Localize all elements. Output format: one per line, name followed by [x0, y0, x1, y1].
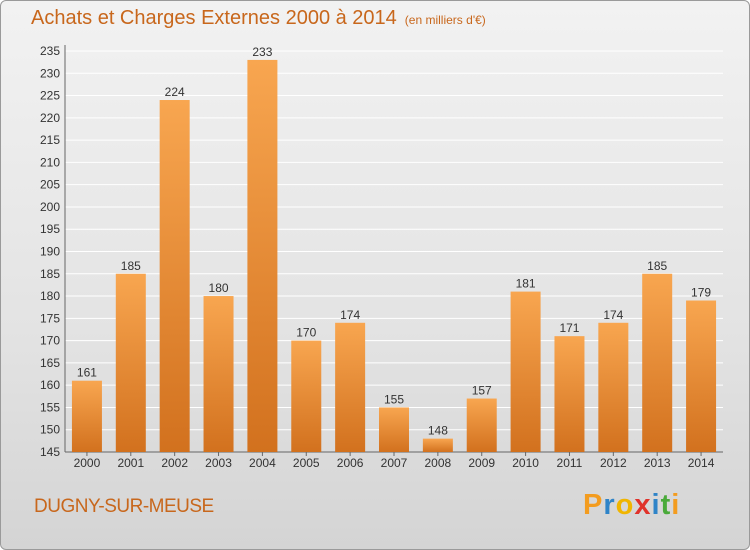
- logo-letter: P: [583, 489, 604, 521]
- bar: [203, 296, 234, 452]
- y-tick-label: 210: [40, 155, 60, 169]
- y-tick-label: 225: [40, 89, 60, 103]
- data-label: 233: [252, 45, 272, 59]
- bar: [598, 322, 629, 452]
- y-tick-label: 170: [40, 334, 60, 348]
- y-tick-label: 230: [40, 66, 60, 80]
- y-tick-label: 195: [40, 222, 60, 236]
- x-tick-label: 2009: [468, 456, 495, 470]
- data-label: 161: [77, 366, 97, 380]
- x-tick-label: 2013: [644, 456, 671, 470]
- bar: [115, 273, 146, 452]
- x-tick-label: 2005: [293, 456, 320, 470]
- data-label: 185: [121, 259, 141, 273]
- chart-subtitle: (en milliers d'€): [404, 13, 486, 27]
- data-label: 185: [647, 259, 667, 273]
- y-tick-label: 185: [40, 267, 60, 281]
- x-tick-label: 2012: [600, 456, 627, 470]
- y-tick-label: 160: [40, 378, 60, 392]
- bar: [379, 407, 409, 452]
- data-label: 180: [209, 281, 229, 295]
- x-tick-label: 2011: [557, 456, 583, 470]
- y-tick-label: 145: [40, 445, 60, 459]
- x-tick-label: 2003: [205, 456, 232, 470]
- x-tick-label: 2014: [688, 456, 715, 470]
- x-tick-label: 2002: [161, 456, 188, 470]
- data-label: 224: [165, 85, 185, 99]
- bar: [247, 59, 278, 453]
- data-label: 170: [296, 326, 316, 340]
- bar: [291, 340, 322, 452]
- y-tick-label: 175: [40, 311, 60, 325]
- data-label: 179: [691, 286, 711, 300]
- data-label: 174: [340, 308, 360, 322]
- proxiti-logo: Proxiti: [583, 489, 680, 522]
- y-tick-label: 215: [40, 133, 60, 147]
- bar: [335, 322, 366, 452]
- x-tick-label: 2007: [381, 456, 408, 470]
- commune-name: DUGNY-SUR-MEUSE: [34, 496, 214, 517]
- bar: [71, 380, 102, 452]
- bar: [422, 438, 453, 452]
- y-tick-label: 165: [40, 356, 60, 370]
- x-tick-label: 2004: [249, 456, 276, 470]
- chart-title: Achats et Charges Externes 2000 à 2014 (e…: [31, 7, 486, 30]
- logo-letter: i: [651, 489, 661, 521]
- y-tick-label: 235: [40, 44, 60, 58]
- logo-letter: x: [634, 489, 652, 521]
- y-tick-label: 200: [40, 200, 60, 214]
- logo-letter: t: [660, 489, 672, 521]
- data-label: 155: [384, 392, 404, 406]
- bar: [466, 398, 497, 452]
- bar: [510, 291, 541, 452]
- data-label: 171: [559, 321, 579, 335]
- x-tick-label: 2010: [512, 456, 539, 470]
- data-label: 181: [516, 277, 536, 291]
- y-tick-label: 180: [40, 289, 60, 303]
- data-label: 174: [603, 308, 623, 322]
- bar: [686, 300, 717, 452]
- bar: [554, 336, 585, 452]
- logo-letter: r: [603, 489, 616, 521]
- logo-letter: i: [671, 489, 681, 521]
- y-tick-label: 205: [40, 178, 60, 192]
- y-tick-label: 220: [40, 111, 60, 125]
- data-label: 148: [428, 424, 448, 438]
- data-label: 157: [472, 384, 492, 398]
- chart-title-text: Achats et Charges Externes 2000 à 2014: [31, 7, 397, 29]
- y-tick-label: 150: [40, 423, 60, 437]
- y-tick-label: 190: [40, 245, 60, 259]
- x-tick-label: 2001: [117, 456, 144, 470]
- x-tick-label: 2000: [74, 456, 101, 470]
- x-tick-label: 2006: [337, 456, 364, 470]
- bar: [642, 273, 673, 452]
- logo-letter: o: [615, 489, 635, 521]
- y-tick-label: 155: [40, 400, 60, 414]
- bar: [159, 100, 190, 452]
- x-tick-label: 2008: [425, 456, 452, 470]
